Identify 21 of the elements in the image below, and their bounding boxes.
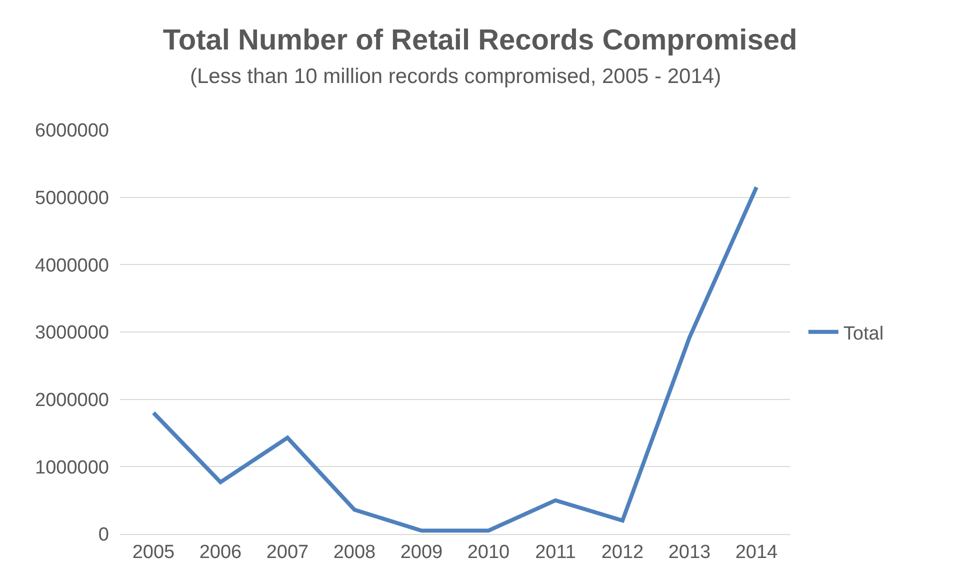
x-tick-label: 2013 — [668, 542, 711, 563]
x-tick-label: 2010 — [467, 542, 510, 563]
y-tick-label: 6000000 — [35, 120, 109, 142]
line-series — [152, 185, 758, 533]
x-tick-label: 2011 — [535, 542, 576, 563]
legend-label: Total — [843, 323, 884, 344]
y-tick-label: 4000000 — [35, 255, 109, 276]
y-tick-label: 5000000 — [35, 188, 109, 209]
y-tick-label: 3000000 — [35, 322, 109, 344]
y-tick-label: 0 — [98, 524, 109, 546]
y-tick-label: 1000000 — [35, 457, 109, 478]
chart-subtitle: (Less than 10 million records compromised, 2005 - 2014) — [190, 65, 722, 88]
x-tick-label: 2008 — [333, 542, 376, 563]
x-tick-label: 2006 — [199, 542, 242, 563]
x-tick-label: 2007 — [266, 542, 309, 563]
x-tick-label: 2014 — [735, 542, 778, 563]
x-tick-label: 2012 — [601, 542, 644, 563]
y-tick-label: 2000000 — [35, 390, 109, 411]
x-tick-label: 2009 — [400, 542, 443, 563]
x-tick-label: 2005 — [132, 542, 175, 563]
chart-title: Total Number of Retail Records Compromised — [162, 24, 798, 56]
